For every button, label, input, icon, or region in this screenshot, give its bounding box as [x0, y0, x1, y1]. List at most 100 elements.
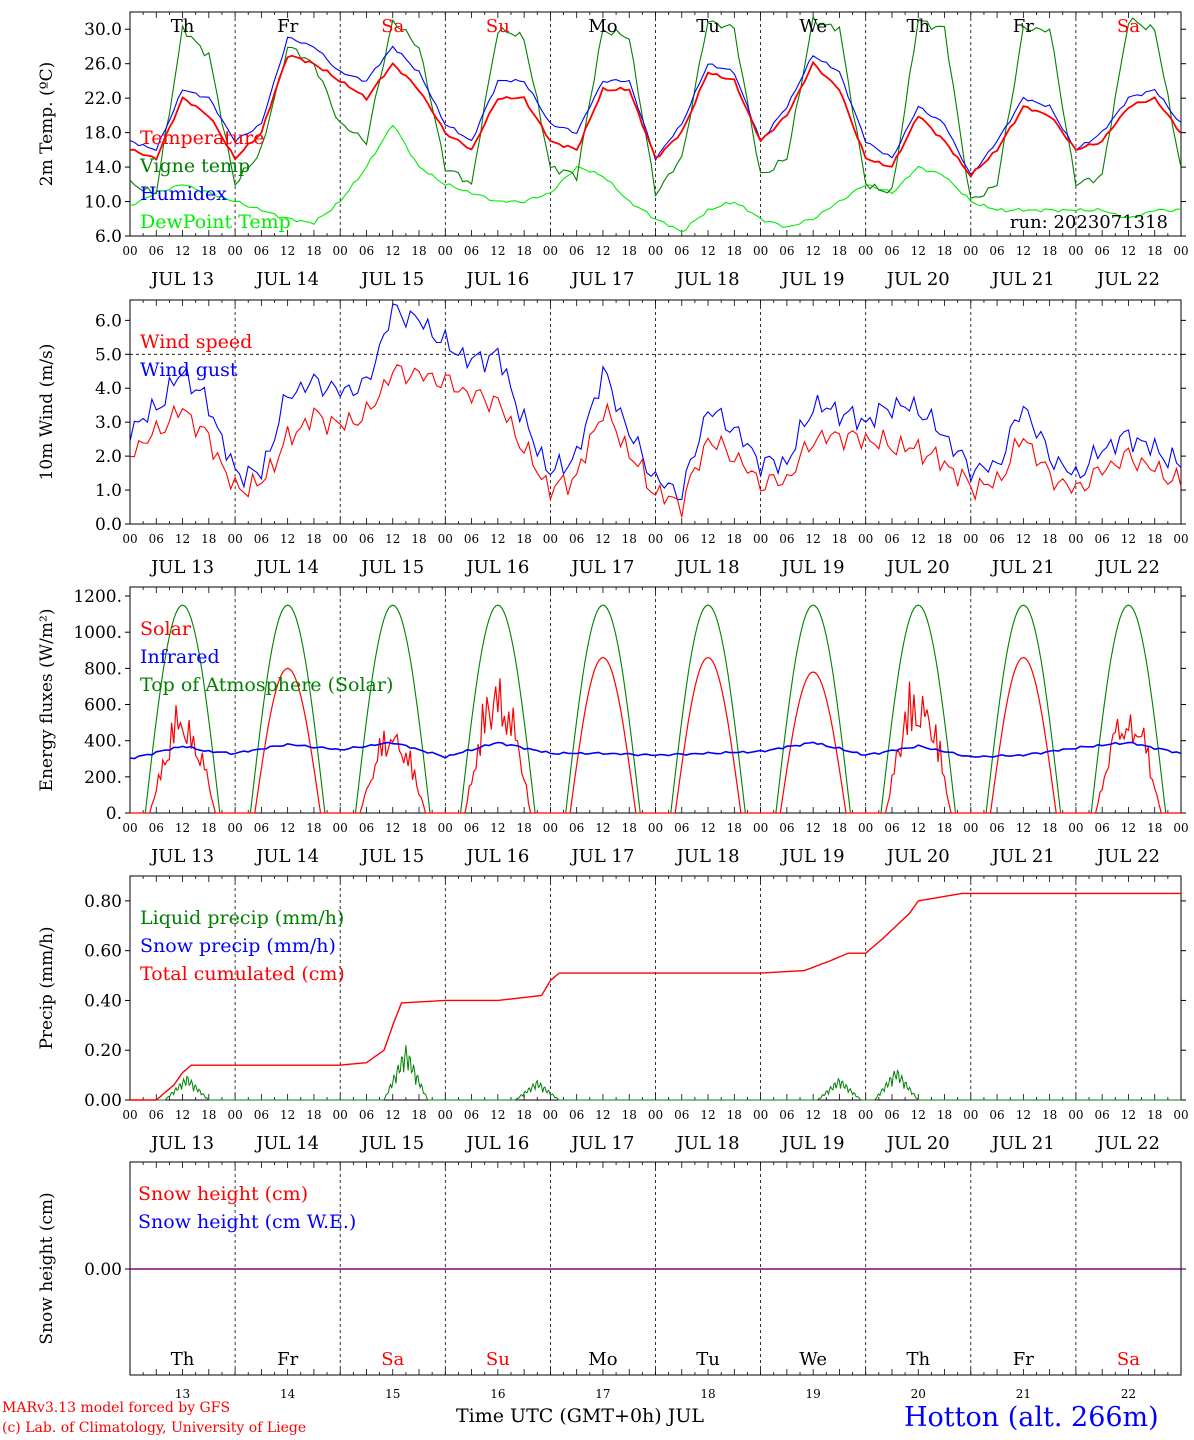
hour-tick-label: 12: [490, 1108, 505, 1122]
hour-tick-label: 18: [411, 821, 426, 835]
hour-tick-label: 06: [884, 532, 899, 546]
y-tick-label: 1.0: [95, 481, 122, 501]
date-label: JUL 13: [149, 269, 214, 290]
date-label: JUL 15: [359, 1133, 424, 1154]
y-tick-label: 0.00: [84, 1091, 122, 1111]
weekday-label: Fr: [1013, 16, 1034, 37]
legend-snow-precip-mm-h-: Snow precip (mm/h): [140, 935, 336, 957]
legend-vigne-temp: Vigne temp: [139, 155, 250, 177]
weekday-label: Tu: [696, 1349, 720, 1370]
hour-tick-label: 12: [385, 532, 400, 546]
hour-tick-label: 00: [333, 821, 348, 835]
date-label: JUL 15: [359, 269, 424, 290]
date-label: JUL 18: [675, 557, 740, 578]
hour-tick-label: 06: [1095, 244, 1110, 258]
series-wind-speed: [129, 364, 1182, 518]
hour-tick-label: 12: [911, 1108, 926, 1122]
hour-tick-label: 18: [306, 244, 321, 258]
y-tick-label: 2.0: [95, 447, 122, 467]
hour-tick-label: 00: [543, 532, 558, 546]
hour-tick-label: 06: [779, 244, 794, 258]
hour-tick-label: 00: [1068, 1108, 1083, 1122]
legend-dewpoint-temp: DewPoint Temp: [140, 211, 291, 233]
hour-tick-label: 18: [516, 821, 531, 835]
hour-tick-label: 12: [175, 244, 190, 258]
y-tick-label: 0.80: [84, 892, 122, 912]
hour-tick-label: 00: [227, 1108, 242, 1122]
legend-top-of-atmosphere-solar-: Top of Atmosphere (Solar): [140, 674, 393, 696]
y-tick-label: 3.0: [95, 413, 122, 433]
date-label: JUL 16: [464, 269, 529, 290]
legend-total-cumulated-cm-: Total cumulated (cm): [140, 963, 345, 985]
weekday-label: Su: [486, 1349, 510, 1370]
hour-tick-label: 18: [622, 532, 637, 546]
hour-tick-label: 00: [858, 1108, 873, 1122]
hour-tick-label: 12: [806, 821, 821, 835]
weekday-label: Fr: [277, 16, 298, 37]
hour-tick-label: 06: [989, 532, 1004, 546]
weekday-label: Th: [906, 16, 930, 37]
hour-tick-label: 18: [832, 1108, 847, 1122]
series-liquid-precip: [130, 1045, 1181, 1101]
hour-tick-label: 06: [254, 532, 269, 546]
weekday-label: Fr: [277, 1349, 298, 1370]
hour-tick-label: 06: [989, 821, 1004, 835]
hour-tick-label: 06: [1095, 1108, 1110, 1122]
series-temperature: [130, 54, 1181, 179]
weekday-label: Th: [171, 16, 195, 37]
hour-tick-label: 06: [359, 821, 374, 835]
hour-tick-label: 00: [1068, 821, 1083, 835]
date-label: JUL 16: [464, 557, 529, 578]
hour-tick-label: 06: [149, 821, 164, 835]
hour-tick-label: 00: [543, 244, 558, 258]
weekday-label: We: [799, 1349, 827, 1370]
weekday-label: Mo: [588, 16, 617, 37]
hour-tick-label: 12: [1121, 532, 1136, 546]
hour-tick-label: 18: [832, 244, 847, 258]
hour-tick-label: 06: [254, 1108, 269, 1122]
date-label: JUL 17: [569, 1133, 634, 1154]
legend-snow-height-cm-w-e-: Snow height (cm W.E.): [138, 1211, 356, 1233]
y-tick-label: 0.00: [84, 1260, 122, 1280]
hour-tick-label: 00: [1173, 244, 1188, 258]
hour-tick-label: 00: [333, 532, 348, 546]
y-tick-label: 18.0: [84, 124, 122, 144]
hour-tick-label: 00: [122, 1108, 137, 1122]
hour-tick-label: 12: [595, 532, 610, 546]
hour-tick-label: 00: [1068, 244, 1083, 258]
series-dewpoint-temp: [130, 124, 1181, 233]
hour-tick-label: 18: [1147, 1108, 1162, 1122]
day-number-label: 13: [175, 1387, 190, 1401]
hour-tick-label: 00: [963, 1108, 978, 1122]
y-tick-label: 1200.: [73, 587, 122, 607]
hour-tick-label: 06: [884, 1108, 899, 1122]
hour-tick-label: 18: [727, 244, 742, 258]
date-label: JUL 19: [780, 269, 845, 290]
y-tick-label: 22.0: [84, 89, 122, 109]
day-number-label: 20: [911, 1387, 926, 1401]
hour-tick-label: 12: [280, 532, 295, 546]
hour-tick-label: 00: [963, 244, 978, 258]
hour-tick-label: 00: [333, 244, 348, 258]
hour-tick-label: 18: [201, 821, 216, 835]
day-number-label: 18: [700, 1387, 715, 1401]
hour-tick-label: 12: [806, 1108, 821, 1122]
y-axis-label: Precip (mm/h): [37, 926, 57, 1049]
hour-tick-label: 12: [175, 1108, 190, 1122]
hour-tick-label: 18: [622, 821, 637, 835]
hour-tick-label: 12: [911, 244, 926, 258]
hour-tick-label: 00: [753, 821, 768, 835]
hour-tick-label: 06: [779, 1108, 794, 1122]
hour-tick-label: 18: [1147, 532, 1162, 546]
panel-5: 0.00 Snow height (cm) Snow height (cm) Snow…: [37, 1161, 1186, 1401]
hour-tick-label: 06: [359, 244, 374, 258]
hour-tick-label: 18: [1147, 244, 1162, 258]
weekday-label: Mo: [588, 1349, 617, 1370]
hour-tick-label: 12: [806, 532, 821, 546]
y-axis-label: Snow height (cm): [37, 1192, 57, 1344]
hour-tick-label: 12: [911, 532, 926, 546]
hour-tick-label: 06: [254, 244, 269, 258]
hour-tick-label: 00: [543, 821, 558, 835]
day-number-label: 15: [385, 1387, 400, 1401]
date-label: JUL 13: [149, 557, 214, 578]
